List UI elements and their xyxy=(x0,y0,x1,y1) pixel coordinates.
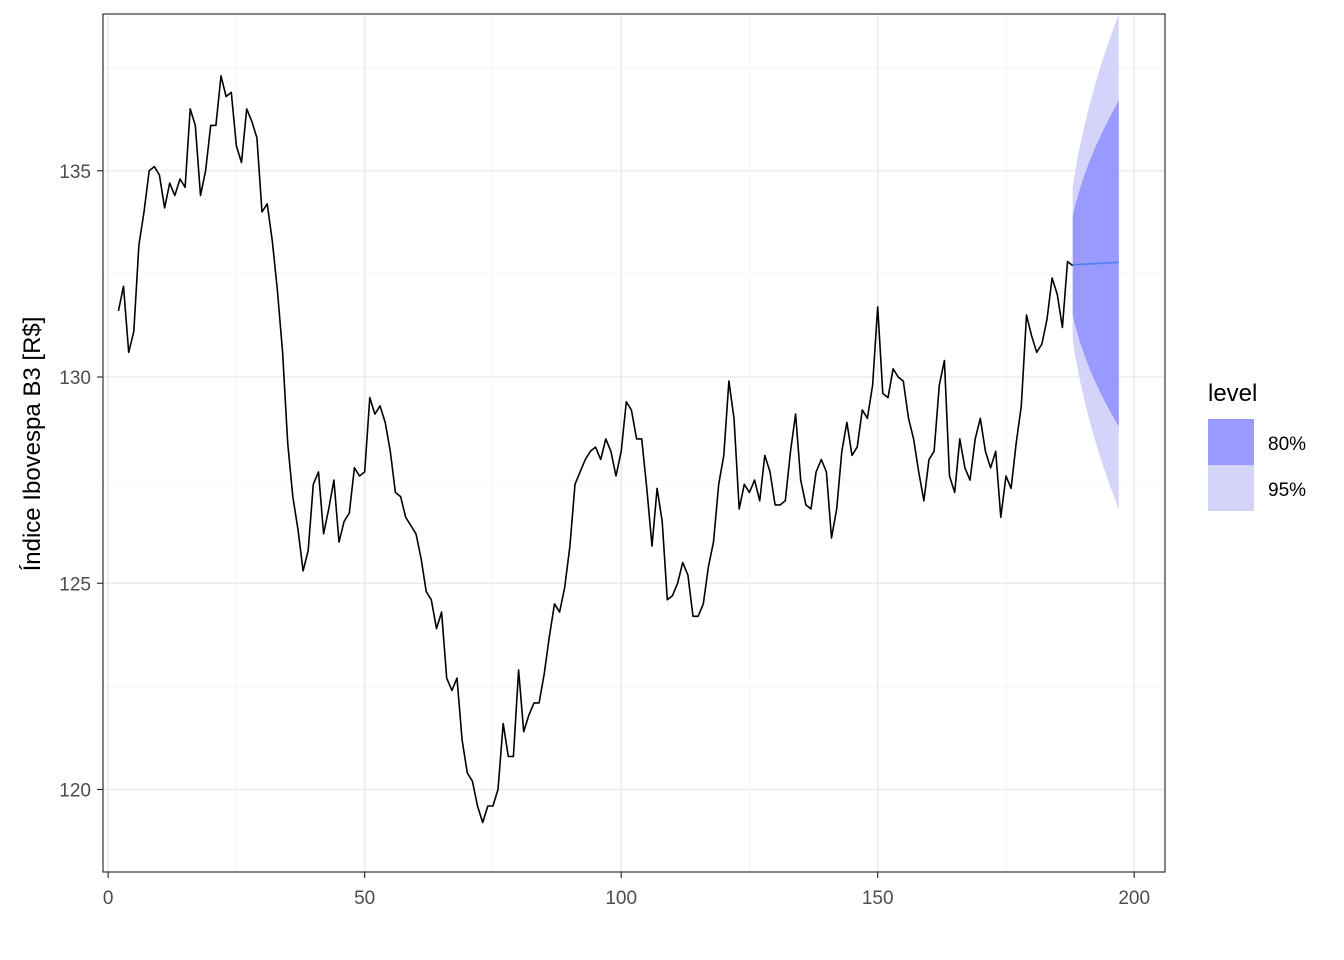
grid-major xyxy=(103,14,1165,872)
tick-labels: 0 50 100 150 200 120 125 130 135 xyxy=(59,162,1150,909)
x-tick-label: 50 xyxy=(354,888,375,909)
legend-label-80: 80% xyxy=(1268,434,1306,455)
series-line xyxy=(117,75,1074,824)
series-lines xyxy=(117,75,1119,824)
grid-minor xyxy=(103,14,1165,872)
legend-label-95: 95% xyxy=(1268,480,1306,501)
x-tick-label: 200 xyxy=(1118,888,1150,909)
forecast-mean-line xyxy=(1072,261,1119,266)
y-tick-label: 135 xyxy=(59,162,91,183)
x-tick-label: 150 xyxy=(862,888,894,909)
legend-key-95 xyxy=(1208,465,1254,511)
y-axis-title: Índice Ibovespa B3 [R$] xyxy=(19,317,46,572)
y-tick-label: 125 xyxy=(59,574,91,595)
panel-background xyxy=(103,14,1165,872)
x-tick-label: 0 xyxy=(103,888,114,909)
x-tick-label: 100 xyxy=(605,888,637,909)
legend-key-80 xyxy=(1208,419,1254,465)
panel-border xyxy=(102,13,1166,873)
y-tick-label: 120 xyxy=(59,781,91,802)
axis-ticks xyxy=(97,170,1135,878)
legend-title: level xyxy=(1208,380,1257,407)
y-tick-label: 130 xyxy=(59,368,91,389)
legend: level 80% 95% xyxy=(1208,380,1306,511)
